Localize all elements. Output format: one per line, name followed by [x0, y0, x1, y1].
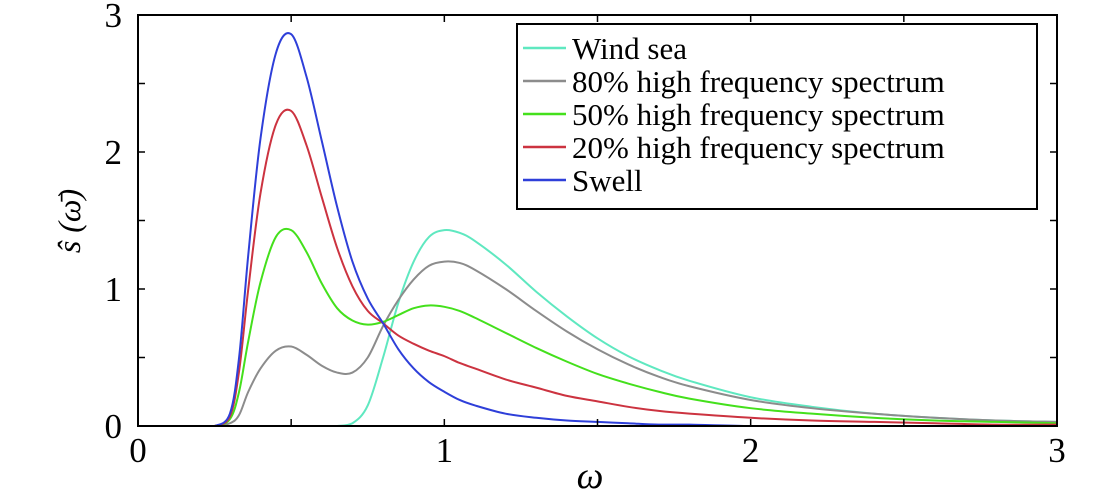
series-line-2 — [138, 260, 1058, 427]
y-axis-label: ŝ (ω̄) — [51, 189, 87, 253]
series-line-4 — [138, 108, 1058, 427]
series-line-5 — [138, 32, 1057, 427]
x-axis-label: ω — [577, 455, 604, 497]
tick-labels: 0 1 2 3 0 1 2 3 — [105, 0, 1066, 470]
x-tick-label: 3 — [1048, 431, 1066, 470]
y-tick-label: 0 — [105, 407, 123, 446]
legend-box — [516, 23, 1038, 210]
legend-label-1: Wind sea — [572, 31, 687, 66]
x-tick-label: 1 — [436, 431, 454, 470]
series-layer — [138, 32, 1058, 427]
legend-label-4: 20% high frequency spectrum — [572, 130, 945, 165]
legend-label-5: Swell — [572, 163, 643, 198]
y-tick-label: 3 — [105, 0, 123, 35]
axis-ticks — [137, 14, 1058, 427]
y-tick-label: 1 — [105, 270, 123, 309]
series-line-1 — [138, 228, 1058, 427]
series-line-3 — [138, 227, 1058, 427]
legend-label-2: 80% high frequency spectrum — [572, 64, 945, 99]
y-tick-label: 2 — [105, 133, 123, 172]
legend-label-3: 50% high frequency spectrum — [572, 97, 945, 132]
x-tick-label: 2 — [742, 431, 760, 470]
x-tick-label: 0 — [129, 431, 147, 470]
